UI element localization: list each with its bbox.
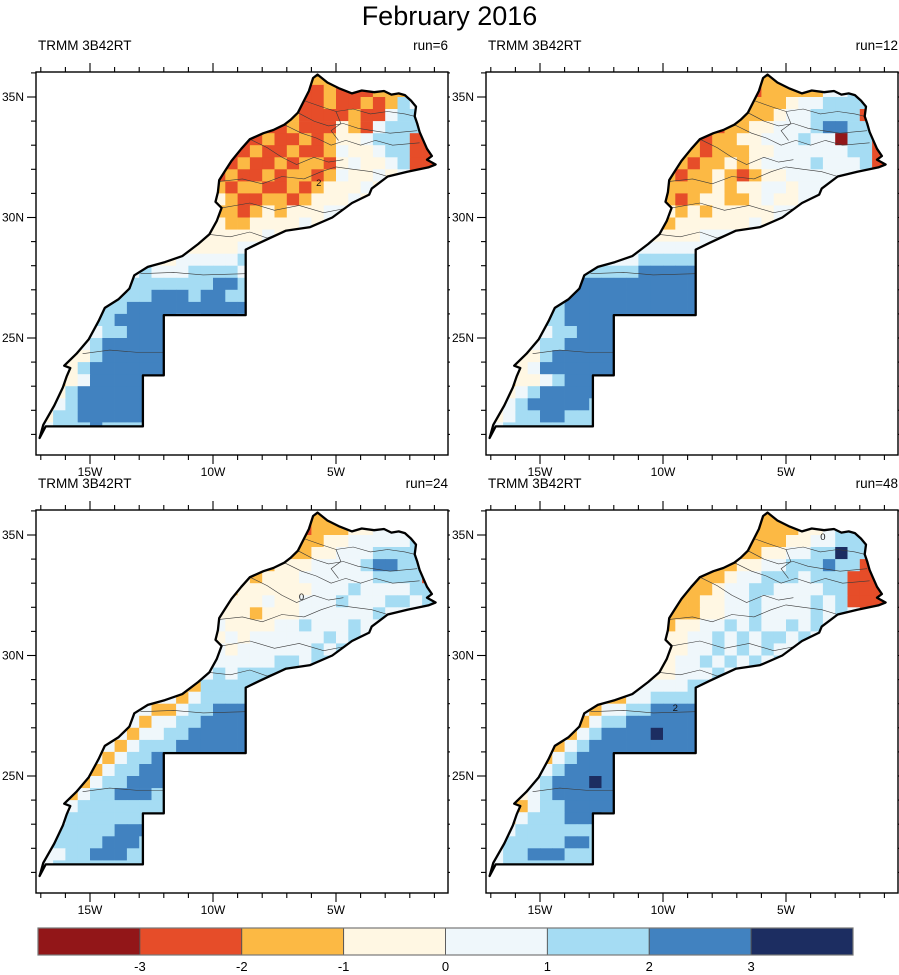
map-canvas-run-48: 15W 10W 5W 25N 30N 35N 2 0 <box>452 501 899 916</box>
map-canvas-run-12: 15W 10W 5W 25N 30N 35N <box>452 63 899 478</box>
colorbar-tick-label: -1 <box>338 959 350 974</box>
axis-ticks <box>27 63 450 464</box>
plot-frame <box>485 71 899 456</box>
dataset-label: TRMM 3B42RT <box>488 38 582 53</box>
lon-tick-label: 10W <box>201 465 226 478</box>
lat-tick-label: 30N <box>452 211 474 225</box>
axis-ticks <box>477 501 899 902</box>
lon-tick-label: 15W <box>528 465 553 478</box>
lat-tick-label: 30N <box>452 649 474 663</box>
colorbar-outline <box>37 927 854 956</box>
map-panel-run-24: TRMM 3B42RT run=24 15W 10W 5W 25N 30N 35N 0 <box>0 476 450 916</box>
contour-label: 2 <box>316 178 321 189</box>
anomaly-grid <box>489 74 885 438</box>
colorbar-cell <box>241 927 345 956</box>
lat-tick-label: 25N <box>2 769 24 783</box>
axis-ticks <box>27 501 450 902</box>
lon-tick-label: 15W <box>78 465 103 478</box>
anomaly-grid <box>489 512 885 876</box>
lat-tick-label: 30N <box>2 211 24 225</box>
lon-tick-label: 5W <box>777 903 796 916</box>
colorbar-cell <box>37 927 141 956</box>
country-outline <box>488 511 887 878</box>
lon-tick-label: 10W <box>651 465 676 478</box>
lon-tick-label: 15W <box>78 903 103 916</box>
run-label: run=12 <box>855 38 898 53</box>
lat-tick-label: 35N <box>452 90 474 104</box>
dataset-label: TRMM 3B42RT <box>488 476 582 491</box>
country-outline <box>488 73 887 440</box>
colorbar-labels: -3 -2 -1 0 1 2 3 <box>134 959 755 974</box>
colorbar-cell <box>750 927 854 956</box>
province-borders <box>532 100 870 354</box>
lat-tick-label: 35N <box>2 90 24 104</box>
lat-tick-label: 35N <box>452 528 474 542</box>
country-outline <box>38 511 437 878</box>
map-canvas-run-6: 15W 10W 5W 25N 30N 35N 2 <box>2 63 450 478</box>
run-label: run=6 <box>413 38 448 53</box>
colorbar: -3 -2 -1 0 1 2 3 <box>37 927 854 974</box>
colorbar-tick-label: 3 <box>747 959 754 974</box>
colorbar-cells <box>37 927 854 956</box>
colorbar-cell <box>546 927 650 956</box>
lat-tick-label: 25N <box>452 769 474 783</box>
colorbar-cell <box>343 927 446 956</box>
lon-tick-label: 15W <box>528 903 553 916</box>
province-borders <box>82 100 420 354</box>
dataset-label: TRMM 3B42RT <box>38 476 132 491</box>
lat-tick-label: 25N <box>452 331 474 345</box>
lon-tick-label: 10W <box>201 903 226 916</box>
contour-label: 0 <box>299 592 304 603</box>
plot-frame <box>485 509 899 894</box>
figure-title: February 2016 <box>361 1 538 31</box>
anomaly-grid <box>39 512 435 876</box>
axis-labels: 15W 10W 5W 25N 30N 35N <box>452 90 796 478</box>
colorbar-tick-label: 0 <box>442 959 449 974</box>
country-outline <box>38 73 437 440</box>
lon-tick-label: 5W <box>327 903 346 916</box>
colorbar-tick-label: 2 <box>646 959 653 974</box>
lon-tick-label: 5W <box>327 465 346 478</box>
lat-tick-label: 35N <box>2 528 24 542</box>
axis-labels: 15W 10W 5W 25N 30N 35N <box>2 528 346 916</box>
contour-label: 2 <box>673 703 678 714</box>
colorbar-tick-label: 1 <box>544 959 551 974</box>
map-canvas-run-24: 15W 10W 5W 25N 30N 35N 0 <box>2 501 450 916</box>
plot-frame <box>35 71 449 456</box>
lon-tick-label: 10W <box>651 903 676 916</box>
run-label: run=48 <box>855 476 898 491</box>
anomaly-grid <box>39 74 435 438</box>
map-panel-run-6: TRMM 3B42RT run=6 15W 10W 5W 25N 30N 35N 2 <box>0 38 450 478</box>
contour-label: 0 <box>820 532 825 543</box>
province-borders <box>532 538 870 792</box>
colorbar-cell <box>445 927 548 956</box>
colorbar-cell <box>139 927 243 956</box>
axis-labels: 15W 10W 5W 25N 30N 35N <box>2 90 346 478</box>
colorbar-tick-label: -3 <box>134 959 146 974</box>
axis-ticks <box>477 63 899 464</box>
lat-tick-label: 25N <box>2 331 24 345</box>
lat-tick-label: 30N <box>2 649 24 663</box>
plot-frame <box>35 509 449 894</box>
map-panel-run-48: TRMM 3B42RT run=48 15W 10W 5W 25N 30N 35N 2 0 <box>450 476 899 916</box>
dataset-label: TRMM 3B42RT <box>38 38 132 53</box>
run-label: run=24 <box>405 476 448 491</box>
axis-labels: 15W 10W 5W 25N 30N 35N <box>452 528 796 916</box>
colorbar-cell <box>648 927 752 956</box>
lon-tick-label: 5W <box>777 465 796 478</box>
map-panel-run-12: TRMM 3B42RT run=12 15W 10W 5W 25N 30N 35N <box>450 38 899 478</box>
colorbar-tick-label: -2 <box>236 959 248 974</box>
